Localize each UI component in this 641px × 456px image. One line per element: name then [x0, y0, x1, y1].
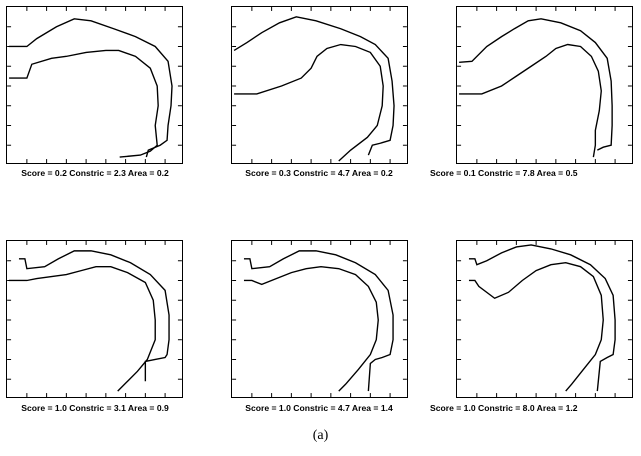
- vessel-outline-3: [457, 7, 632, 163]
- vessel-outline-6: [457, 241, 632, 397]
- vessel-outline-2: [232, 7, 407, 163]
- vessel-outline-5: [232, 241, 407, 397]
- panel-4: [6, 240, 183, 398]
- panel-2-caption: Score = 0.3 Constric = 4.7 Area = 0.2: [245, 168, 393, 178]
- panel-5: [231, 240, 408, 398]
- panel-3-caption: Score = 0.1 Constric = 7.8 Area = 0.5: [430, 168, 578, 178]
- panel-6: [456, 240, 633, 398]
- panel-1-caption: Score = 0.2 Constric = 2.3 Area = 0.2: [21, 168, 169, 178]
- panel-5-caption: Score = 1.0 Constric = 4.7 Area = 1.4: [245, 403, 393, 413]
- panel-3: [456, 6, 633, 164]
- panel-2: [231, 6, 408, 164]
- vessel-outline-4: [7, 241, 182, 397]
- vessel-outline-1: [7, 7, 182, 163]
- panel-1: [6, 6, 183, 164]
- figure-label: (a): [312, 428, 329, 443]
- panel-4-caption: Score = 1.0 Constric = 3.1 Area = 0.9: [21, 403, 169, 413]
- panel-6-caption: Score = 1.0 Constric = 8.0 Area = 1.2: [430, 403, 578, 413]
